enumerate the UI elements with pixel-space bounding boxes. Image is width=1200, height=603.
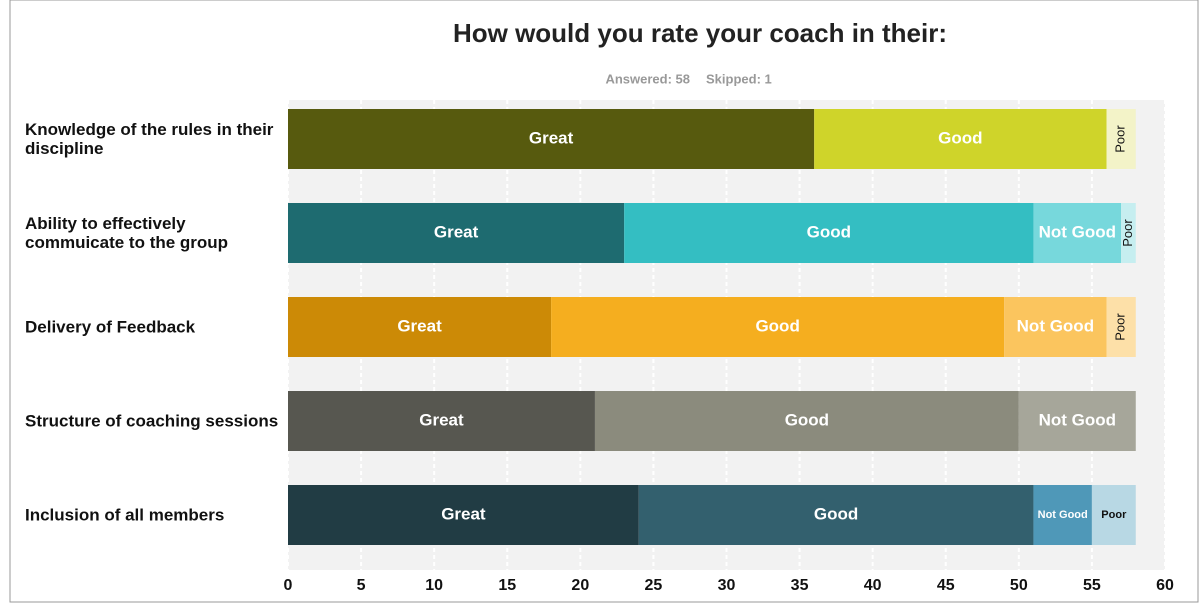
- bar-segment: [594, 391, 1019, 451]
- category-label: Inclusion of all members: [25, 505, 225, 525]
- bar-segment: [1106, 109, 1136, 169]
- category-label: Ability to effectively commuicate to the…: [25, 214, 229, 252]
- bar-segment: [551, 297, 1005, 357]
- segment-label: Poor: [1113, 125, 1128, 153]
- bar-segment: [1004, 297, 1107, 357]
- bar-segment: [1106, 297, 1136, 357]
- x-tick-label: 5: [357, 577, 366, 594]
- segment-label: Poor: [1101, 509, 1127, 521]
- x-tick-label: 15: [498, 577, 516, 594]
- bar-segment: [288, 391, 595, 451]
- segment-label: Not Good: [1039, 222, 1116, 241]
- category-label: Delivery of Feedback: [25, 317, 196, 337]
- bar-segment: [288, 297, 552, 357]
- bar-segment: [624, 203, 1034, 263]
- x-tick-label: 55: [1083, 577, 1101, 594]
- segment-label: Good: [938, 128, 982, 147]
- segment-label: Great: [419, 410, 464, 429]
- chart-title: How would you rate your coach in their:: [453, 18, 947, 48]
- answered: Answered: 58: [605, 71, 690, 86]
- x-tick-label: 30: [718, 577, 736, 594]
- segment-label: Good: [785, 410, 829, 429]
- segment-label: Great: [434, 222, 479, 241]
- segment-label: Good: [807, 222, 851, 241]
- bar-segment: [1121, 203, 1136, 263]
- segment-label: Good: [755, 316, 799, 335]
- segment-label: Great: [397, 316, 442, 335]
- bar-segment: [288, 203, 625, 263]
- bar-segment: [288, 109, 815, 169]
- category-label: Structure of coaching sessions: [25, 411, 279, 431]
- segment-label: Not Good: [1017, 316, 1094, 335]
- bar-segment: [1091, 485, 1136, 545]
- x-tick-label: 35: [791, 577, 809, 594]
- bar-segment: [814, 109, 1107, 169]
- bar-segment: [638, 485, 1034, 545]
- category-label: Knowledge of the rules in their discipli…: [25, 120, 274, 158]
- bar-segment: [1033, 203, 1122, 263]
- segment-label: Not Good: [1039, 410, 1116, 429]
- bar-segment: [288, 485, 639, 545]
- x-tick-label: 25: [645, 577, 663, 594]
- x-tick-label: 20: [571, 577, 589, 594]
- segment-label: Great: [529, 128, 574, 147]
- segment-label: Poor: [1113, 313, 1128, 341]
- x-tick-label: 60: [1156, 577, 1174, 594]
- skipped: Skipped: 1: [706, 71, 772, 86]
- bar-segment: [1018, 391, 1136, 451]
- x-tick-label: 50: [1010, 577, 1028, 594]
- frame: [9, 0, 1199, 603]
- x-tick-label: 40: [864, 577, 882, 594]
- x-tick-label: 0: [284, 577, 293, 594]
- segment-label: Poor: [1120, 219, 1135, 247]
- segment-label: Good: [814, 504, 858, 523]
- segment-label: Not Good: [1038, 509, 1088, 521]
- x-tick-label: 45: [937, 577, 955, 594]
- bar-segment: [1033, 485, 1092, 545]
- x-tick-label: 10: [425, 577, 443, 594]
- segment-label: Great: [441, 504, 486, 523]
